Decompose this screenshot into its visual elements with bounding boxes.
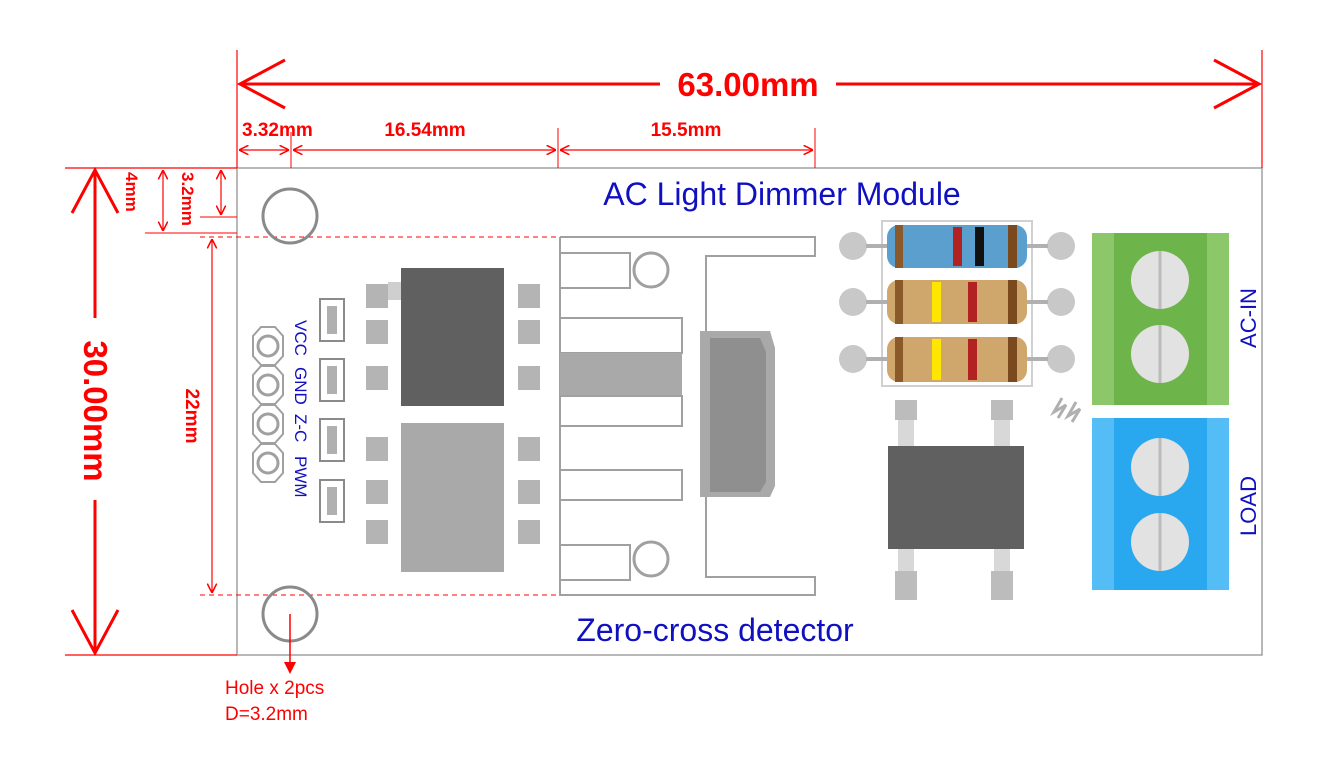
header-pin-1 bbox=[252, 326, 284, 366]
hole-note-line2: D=3.2mm bbox=[225, 704, 308, 725]
header-pin-3 bbox=[252, 404, 284, 444]
module-subtitle: Zero-cross detector bbox=[576, 612, 854, 648]
hole-spacing-label: 22mm bbox=[181, 389, 202, 444]
top-offset-outer-label: 4mm bbox=[122, 172, 141, 212]
terminal-label-ac-in: AC-IN bbox=[1236, 288, 1261, 348]
dimension-height-total: 30.00mm bbox=[65, 166, 237, 657]
terminal-block-ac-in bbox=[1092, 233, 1229, 405]
ic-light-bottom bbox=[366, 423, 540, 572]
resistor-3 bbox=[839, 337, 1075, 382]
triac-body bbox=[700, 331, 775, 497]
pin-label-pwm: PWM bbox=[291, 456, 310, 498]
top-offset-inner-label: 3.2mm bbox=[178, 172, 197, 226]
dimension-width-total: 63.00mm bbox=[236, 50, 1263, 168]
ic-span-label: 16.54mm bbox=[384, 120, 465, 141]
pin-label-gnd: GND bbox=[291, 367, 310, 405]
pin-label-vcc: VCC bbox=[291, 320, 310, 356]
header-pin-2 bbox=[252, 365, 284, 405]
hole-note-line1: Hole x 2pcs bbox=[225, 678, 324, 699]
mounting-hole-top bbox=[261, 187, 319, 245]
bridge-rectifier bbox=[888, 400, 1024, 600]
terminal-label-load: LOAD bbox=[1236, 476, 1261, 536]
width-total-label: 63.00mm bbox=[677, 66, 818, 103]
dimension-hole-spacing: 22mm bbox=[181, 236, 560, 596]
module-title: AC Light Dimmer Module bbox=[603, 176, 960, 212]
pin-label-zc: Z-C bbox=[291, 414, 310, 442]
resistor-2 bbox=[839, 280, 1075, 324]
triac-span-label: 15.5mm bbox=[651, 120, 722, 141]
triac-lead-bar bbox=[560, 353, 682, 395]
resistor-1 bbox=[839, 225, 1075, 268]
hole-note: Hole x 2pcs D=3.2mm bbox=[225, 614, 324, 725]
dimension-top-row: 3.32mm 16.54mm 15.5mm bbox=[239, 120, 816, 168]
header-pin-4 bbox=[252, 443, 284, 483]
ic-dark-top bbox=[366, 268, 540, 406]
resistor-array bbox=[839, 220, 1075, 387]
terminal-block-load bbox=[1092, 418, 1229, 590]
high-voltage-icon bbox=[1049, 397, 1082, 423]
smd-resistors bbox=[319, 298, 345, 523]
pin-header: VCC GND Z-C PWM bbox=[252, 320, 310, 498]
hole-offset-label: 3.32mm bbox=[242, 120, 313, 141]
dimension-left-offsets: 4mm 3.2mm bbox=[122, 170, 237, 234]
height-total-label: 30.00mm bbox=[77, 340, 114, 481]
